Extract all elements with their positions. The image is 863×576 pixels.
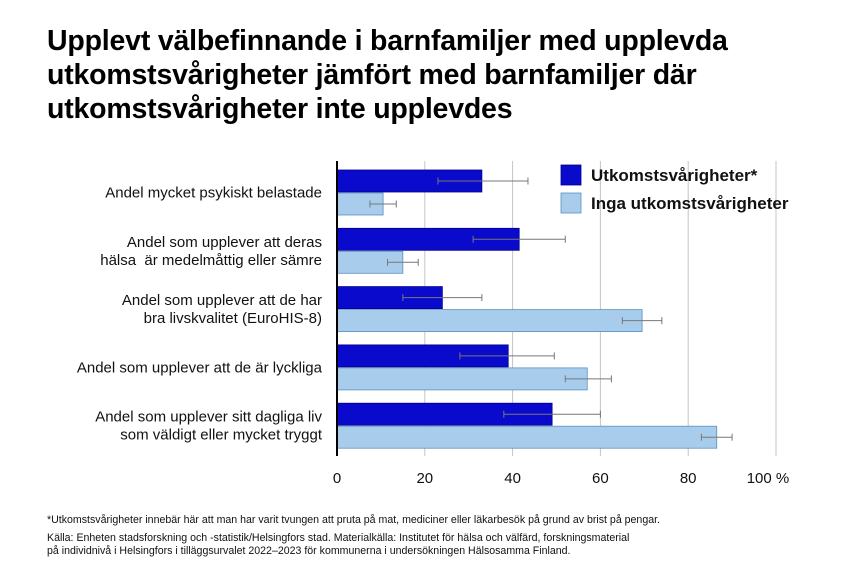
source-line: på individnivå i Helsingfors i tilläggsu…	[47, 545, 571, 557]
category-label: Andel som upplever att de är lyckliga	[77, 359, 323, 376]
chart-title: Upplevt välbefinnande i barnfamiljer med…	[47, 25, 728, 125]
bar	[336, 425, 718, 449]
error-bar-group	[369, 177, 733, 441]
category-label: Andel som upplever sitt dagliga liv	[95, 409, 322, 426]
category-label: som väldigt eller mycket tryggt	[120, 427, 323, 444]
bar-chart: Andel mycket psykiskt belastade Andel som…	[77, 161, 789, 487]
bar	[336, 367, 588, 391]
source-line: Källa: Enheten stadsforskning och -stati…	[47, 532, 630, 544]
legend-label: Inga utkomstsvårigheter	[591, 194, 789, 213]
footnote: *Utkomstsvårigheter innebär här att man …	[47, 514, 660, 526]
legend-label: Utkomstsvårigheter*	[591, 166, 758, 185]
legend-swatch	[560, 164, 582, 186]
legend: Utkomstsvårigheter* Inga utkomstsvårighet…	[560, 164, 789, 214]
legend-swatch	[560, 192, 582, 214]
category-label: Andel mycket psykiskt belastade	[105, 185, 322, 202]
x-tick-label: 40	[504, 470, 521, 487]
x-tick-label: 100 %	[747, 470, 790, 487]
category-label: bra livskvalitet (EuroHIS-8)	[144, 310, 322, 327]
x-tick-label: 0	[333, 470, 341, 487]
bar	[336, 309, 643, 333]
category-label: Andel som upplever att deras	[127, 234, 322, 251]
x-tick-labels: 0 20 40 60 80 100 %	[333, 470, 789, 487]
bar-group	[336, 169, 718, 449]
category-labels: Andel mycket psykiskt belastade Andel som…	[77, 185, 323, 444]
x-tick-label: 80	[680, 470, 697, 487]
category-label: hälsa är medelmåttig eller sämre	[100, 252, 322, 269]
x-tick-label: 60	[592, 470, 609, 487]
category-label: Andel som upplever att de har	[122, 292, 322, 309]
x-tick-label: 20	[416, 470, 433, 487]
